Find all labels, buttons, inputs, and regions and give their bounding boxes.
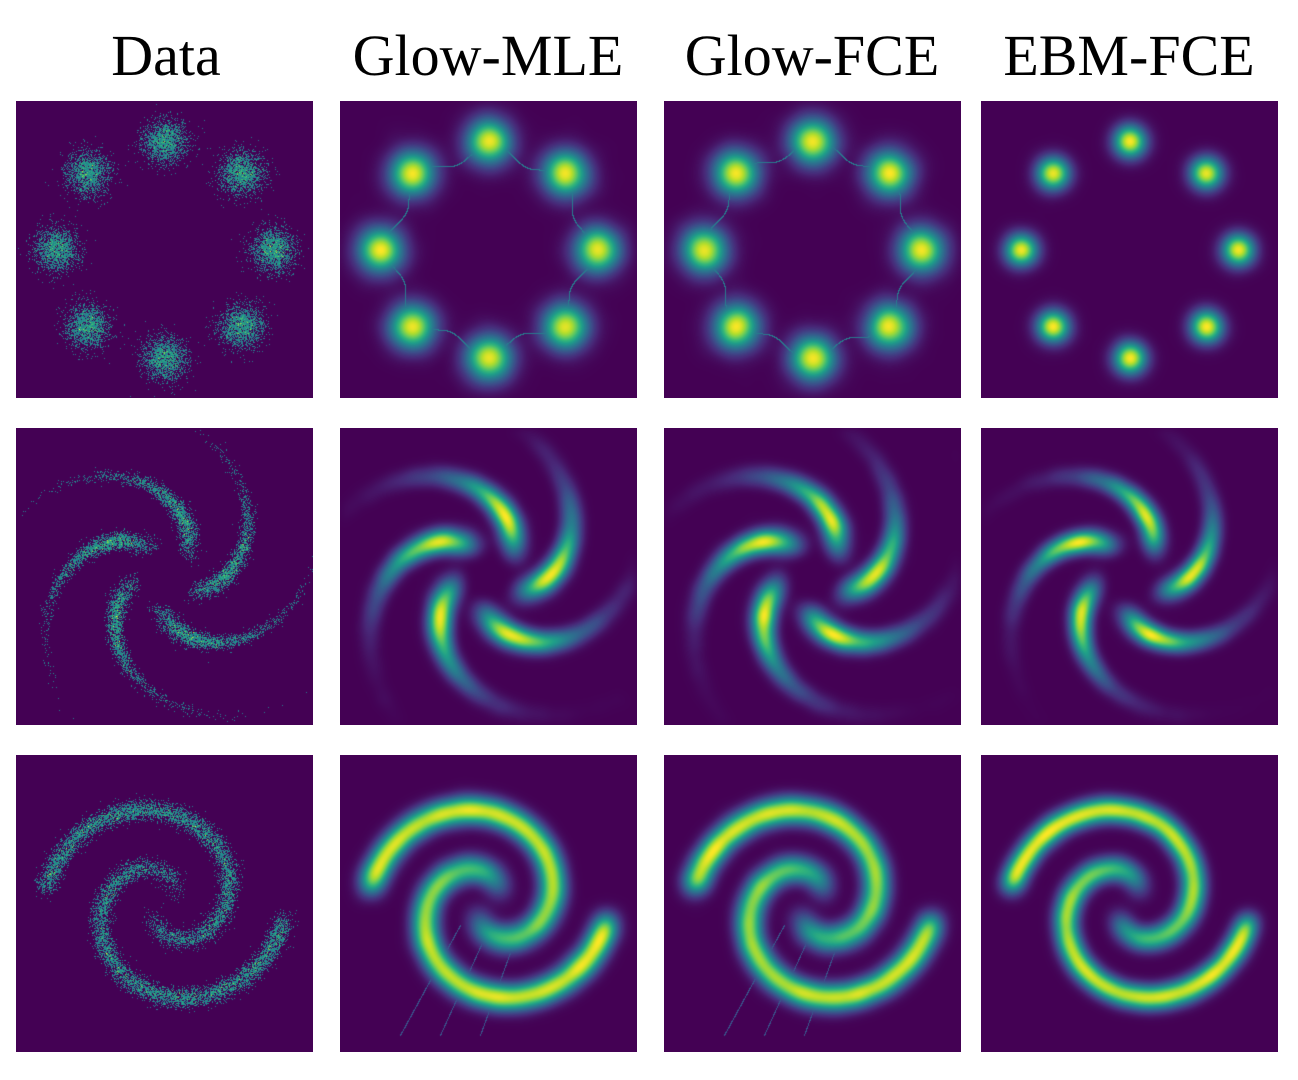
column-title-data: Data — [111, 23, 221, 88]
panel-2-spirals-glow-mle — [340, 755, 637, 1052]
panel-8-gaussians-data — [16, 101, 313, 398]
panel-8-gaussians-ebm-fce — [981, 101, 1278, 398]
column-title-glow-fce: Glow-FCE — [684, 23, 940, 88]
panel-pinwheel-glow-fce — [664, 428, 961, 725]
column-title-ebm-fce: EBM-FCE — [1003, 23, 1255, 88]
panel-pinwheel-ebm-fce — [981, 428, 1278, 725]
panel-2-spirals-data — [16, 755, 313, 1052]
panel-8-gaussians-glow-mle — [340, 101, 637, 398]
panel-2-spirals-glow-fce — [664, 755, 961, 1052]
panel-pinwheel-glow-mle — [340, 428, 637, 725]
panel-2-spirals-ebm-fce — [981, 755, 1278, 1052]
panel-pinwheel-data — [16, 428, 313, 725]
panel-8-gaussians-glow-fce — [664, 101, 961, 398]
column-title-glow-mle: Glow-MLE — [352, 23, 624, 88]
